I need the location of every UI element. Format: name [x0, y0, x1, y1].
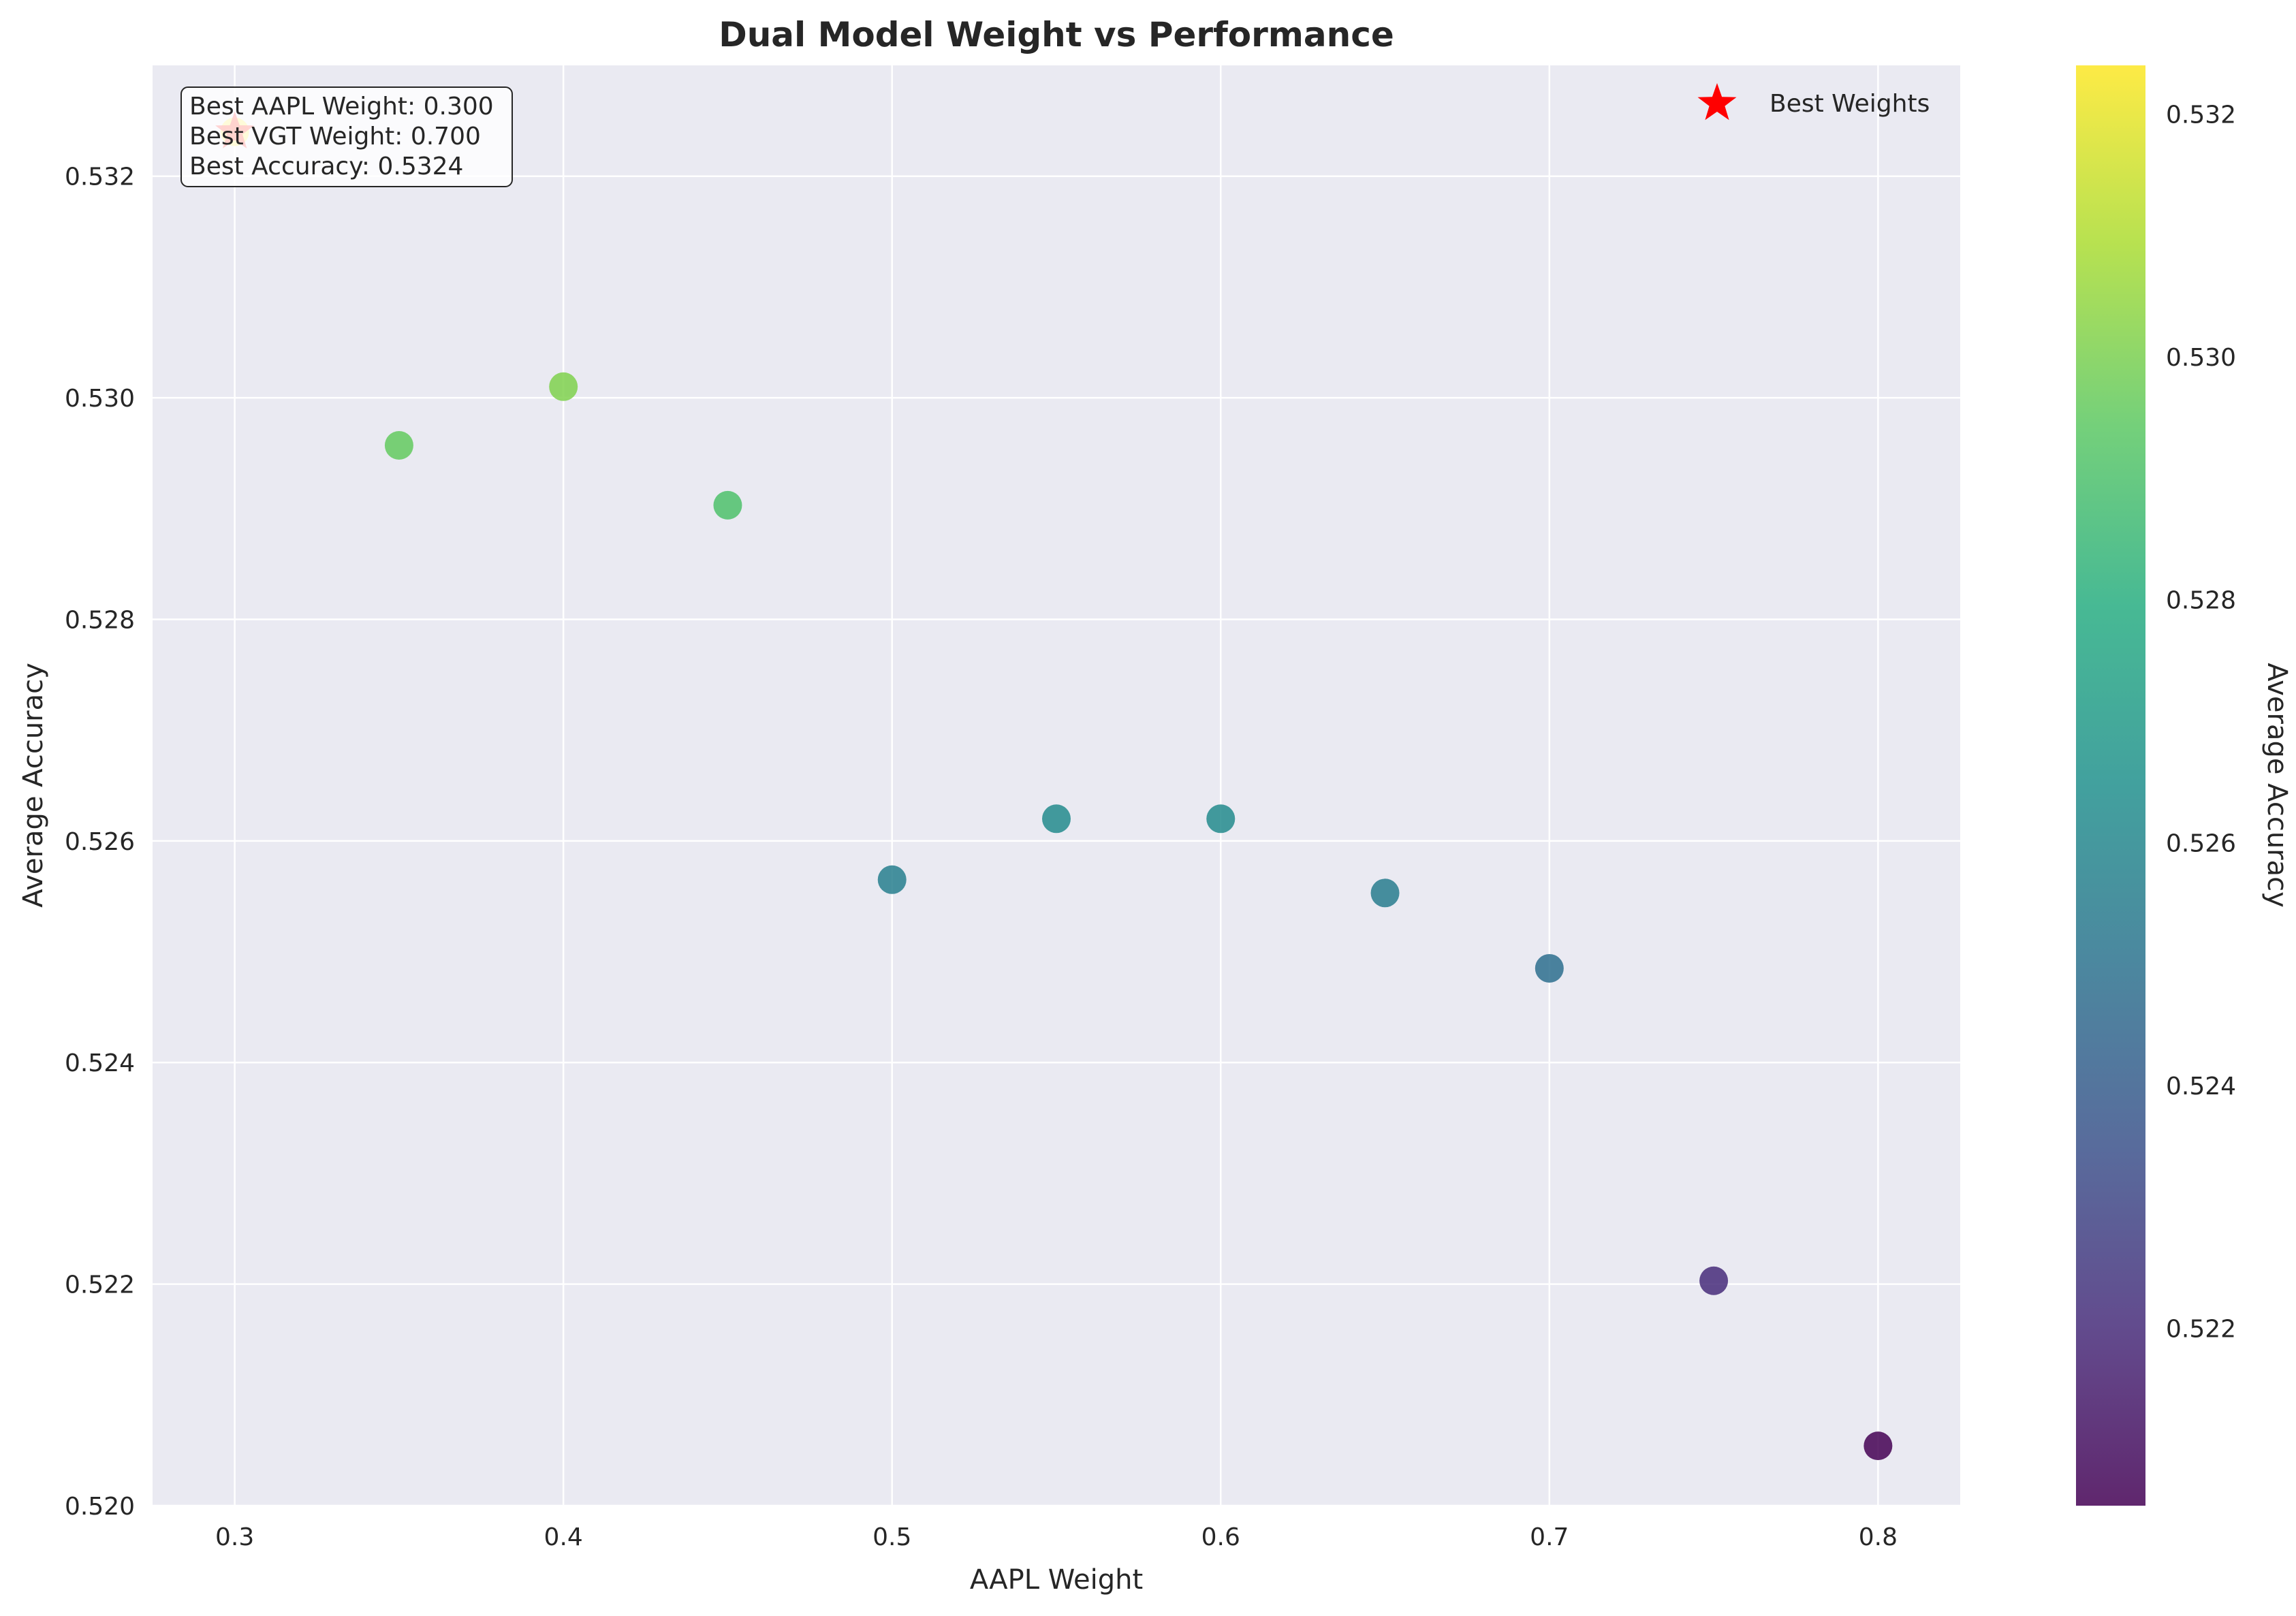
colorbar-label: Average Accuracy: [2261, 663, 2293, 908]
annotation-line-aapl: Best AAPL Weight: 0.300: [189, 93, 494, 121]
annotation-line-accuracy: Best Accuracy: 0.5324: [189, 153, 463, 180]
data-point: [1699, 1266, 1729, 1295]
legend-star-icon: [1697, 83, 1737, 121]
y-tick-label: 0.524: [65, 1049, 135, 1077]
x-tick-label: 0.3: [215, 1523, 254, 1551]
colorbar-ticks: 0.522 0.524 0.526 0.528 0.530 0.532: [2166, 101, 2236, 1343]
data-point: [1535, 953, 1564, 983]
annotation-line-vgt: Best VGT Weight: 0.700: [189, 123, 481, 150]
x-tick-label: 0.5: [872, 1523, 911, 1551]
data-point: [877, 865, 907, 894]
data-point: [1042, 804, 1071, 834]
data-point: [713, 490, 742, 520]
data-point: [1370, 878, 1400, 908]
data-point: [384, 431, 413, 460]
y-axis-label: Average Accuracy: [18, 663, 49, 908]
y-tick-label: 0.520: [65, 1493, 135, 1521]
y-tick-label: 0.526: [65, 828, 135, 856]
colorbar-tick-label: 0.532: [2166, 101, 2236, 129]
y-axis-ticks: 0.520 0.522 0.524 0.526 0.528 0.530 0.532: [65, 163, 135, 1521]
y-tick-label: 0.528: [65, 606, 135, 634]
plot-background: [153, 65, 1960, 1506]
y-tick-label: 0.532: [65, 163, 135, 191]
colorbar: [2076, 65, 2145, 1506]
y-tick-label: 0.530: [65, 385, 135, 413]
colorbar-tick-label: 0.522: [2166, 1316, 2236, 1344]
x-tick-label: 0.7: [1530, 1523, 1569, 1551]
x-axis-label: AAPL Weight: [970, 1564, 1143, 1596]
colorbar-tick-label: 0.530: [2166, 344, 2236, 372]
x-axis-ticks: 0.3 0.4 0.5 0.6 0.7 0.8: [215, 1523, 1898, 1551]
annotation-box: Best AAPL Weight: 0.300 Best VGT Weight:…: [180, 86, 513, 187]
legend: Best Weights: [1697, 83, 1930, 121]
colorbar-tick-label: 0.528: [2166, 587, 2236, 615]
x-tick-label: 0.6: [1201, 1523, 1240, 1551]
data-point: [549, 372, 578, 401]
x-tick-label: 0.8: [1859, 1523, 1898, 1551]
data-point: [1863, 1431, 1893, 1461]
data-point: [1206, 804, 1236, 834]
y-tick-label: 0.522: [65, 1271, 135, 1299]
colorbar-tick-label: 0.524: [2166, 1073, 2236, 1100]
colorbar-tick-label: 0.526: [2166, 829, 2236, 857]
grid-lines: [153, 65, 1960, 1507]
legend-label-best-weights: Best Weights: [1770, 90, 1930, 118]
chart-title: Dual Model Weight vs Performance: [719, 15, 1394, 54]
x-tick-label: 0.4: [544, 1523, 583, 1551]
